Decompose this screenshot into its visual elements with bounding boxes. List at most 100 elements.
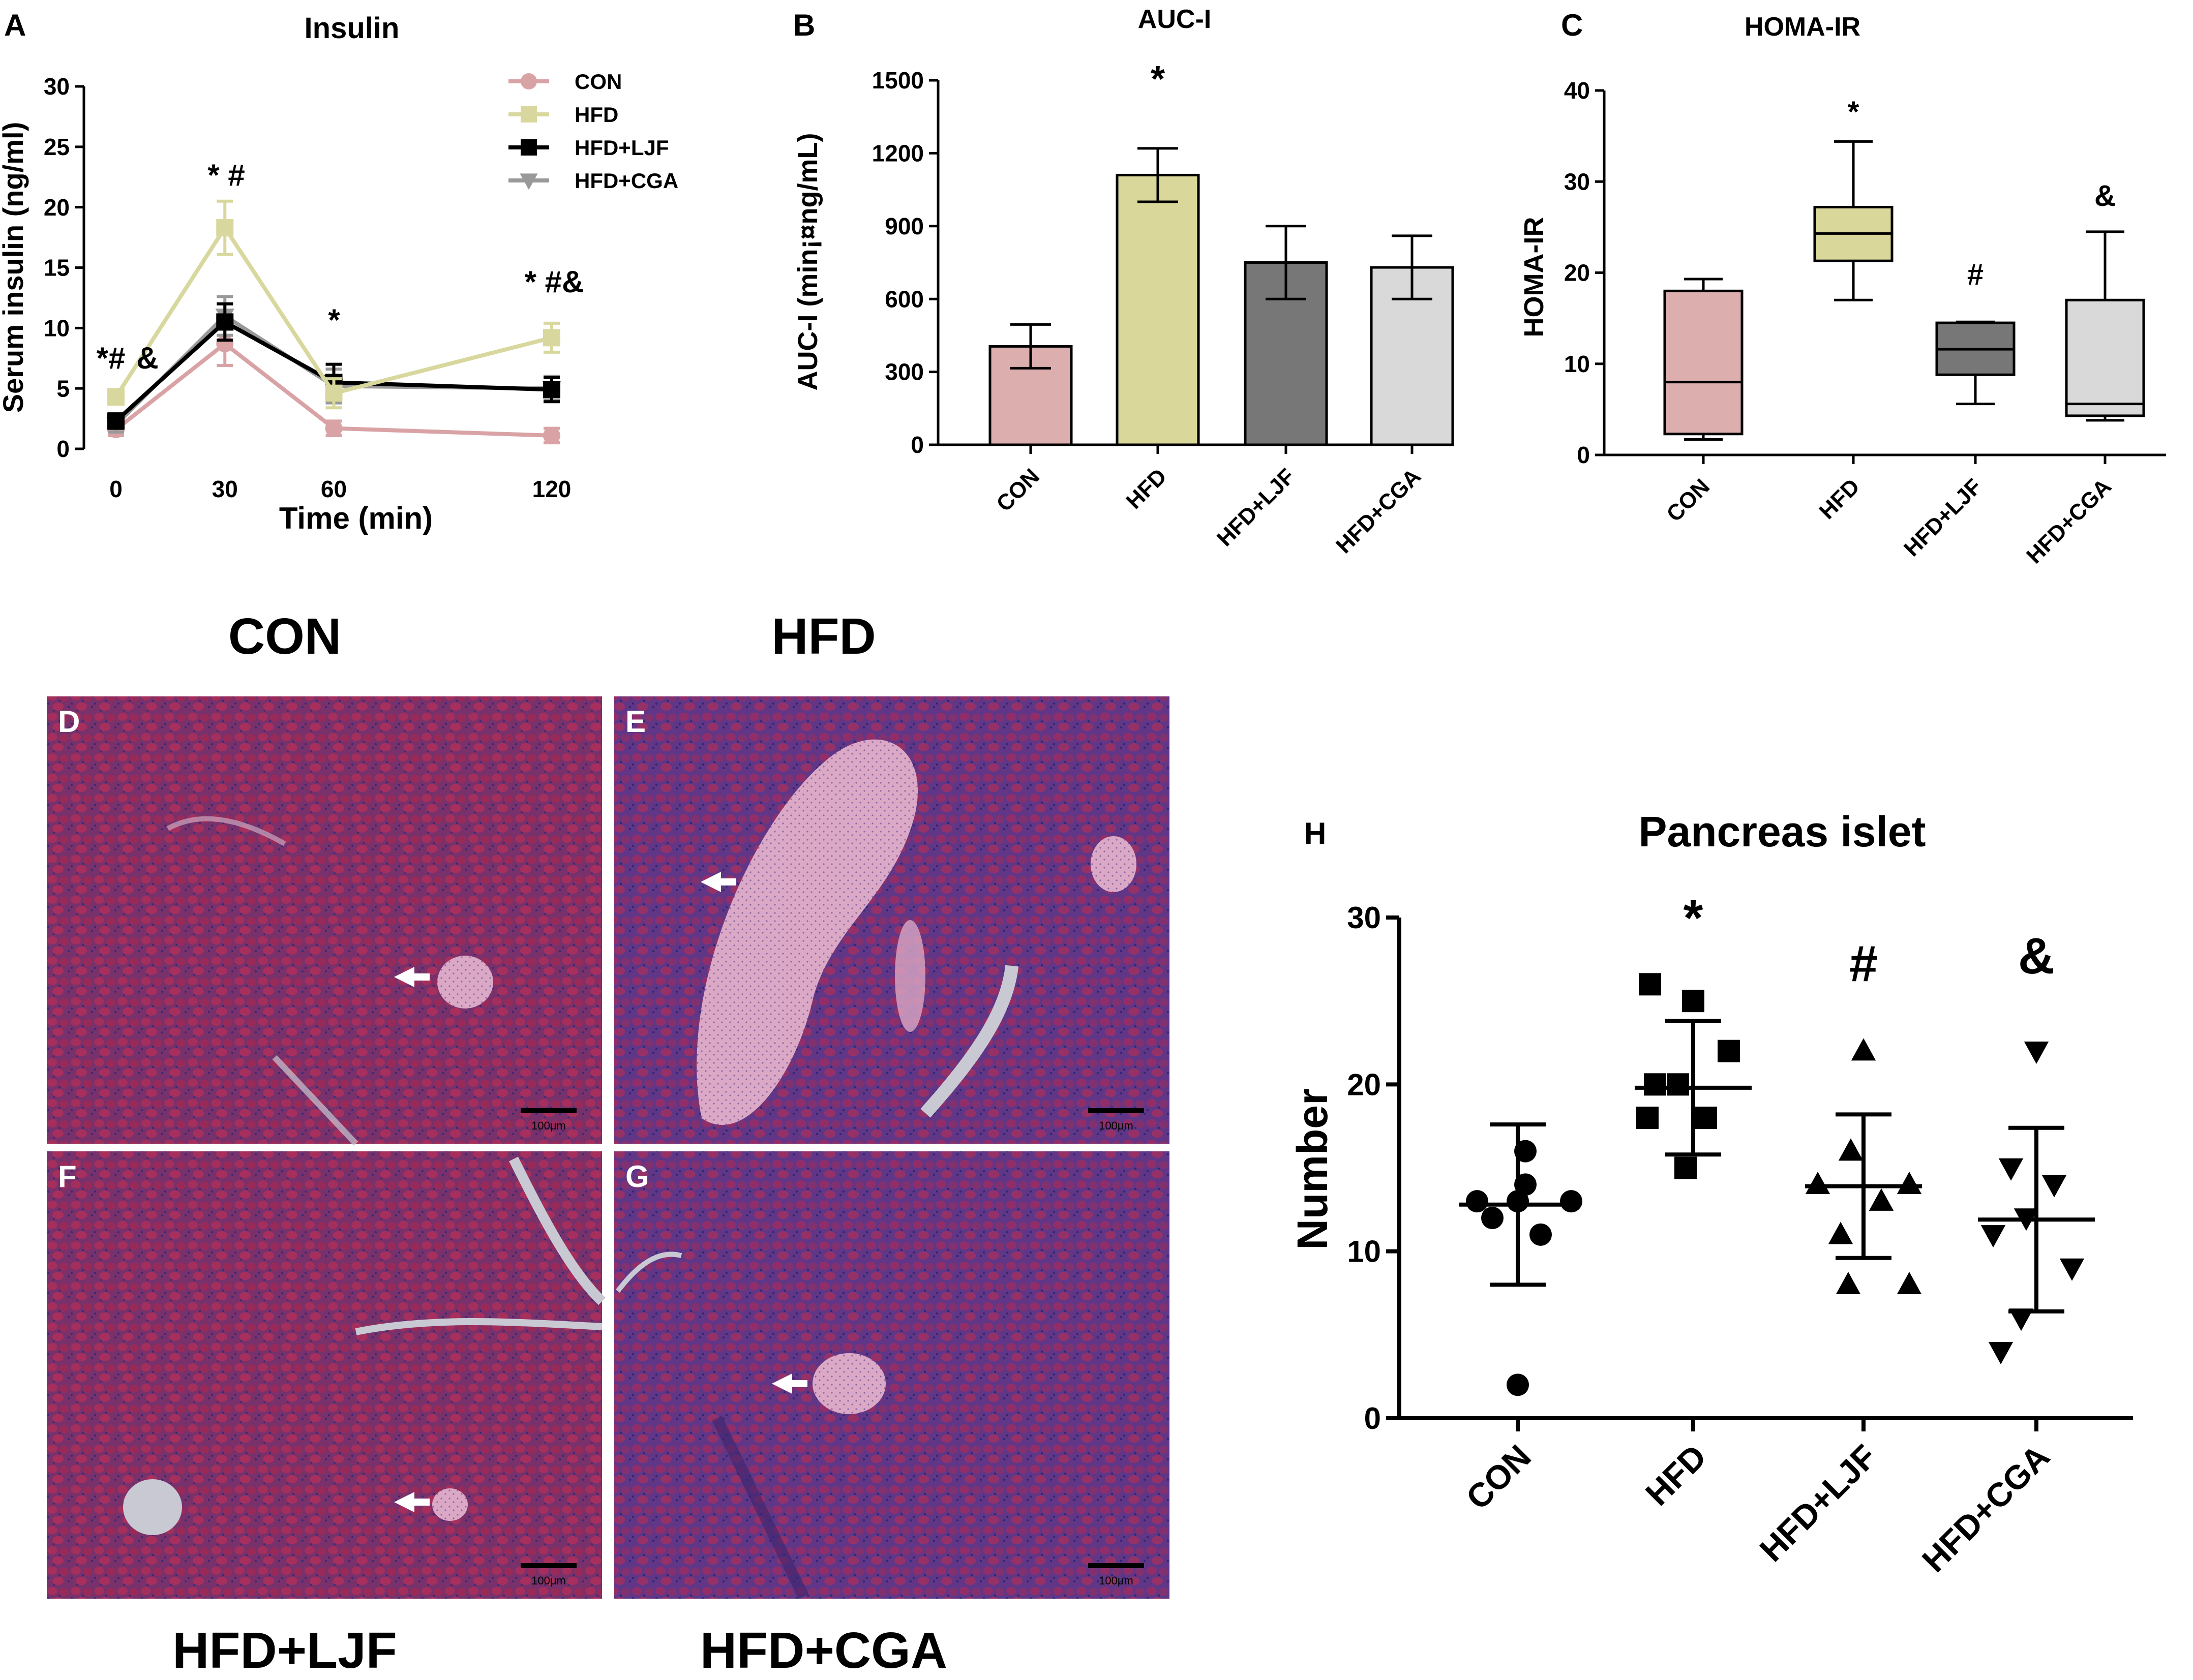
chart-h-annotation-HFD+LJF: # [1849,935,1878,992]
chart-h-point-HFD+LJF [1838,1138,1864,1161]
chart-b-x-tick-label-HFD+LJF: HFD+LJF [1212,464,1300,551]
chart-a-x-tick-label: 60 [321,476,347,502]
chart-a-series-HFD-point [216,219,234,237]
chart-h-point-CON [1560,1190,1582,1213]
chart-a-legend-CON-marker [521,73,537,89]
chart-a-legend-HFD+LJF-label: HFD+LJF [575,136,669,160]
chart-h-point-HFD [1674,1156,1697,1179]
chart-h-x-tick-label-HFD+CGA: HFD+CGA [1915,1438,2057,1579]
histology-D-tissue [47,696,602,1144]
chart-h-point-HFD [1718,1040,1740,1062]
histology-F-scalebar-label: 100μm [531,1574,566,1587]
chart-h-x-tick-label-CON: CON [1459,1438,1538,1517]
histology-D-label: D [58,705,80,739]
chart-a-title: Insulin [305,12,400,45]
chart-a-annotation-3: * #& [525,265,584,299]
histology-E-islet-small [1091,836,1136,892]
chart-b-x-tick-label-HFD: HFD [1121,464,1171,514]
chart-h-x-tick-label-HFD: HFD [1638,1438,1714,1513]
chart-a-y-axis-tick-label: 0 [56,436,70,462]
chart-c-y-axis-tick-label: 40 [1564,77,1590,104]
chart-h-point-HFD+LJF [1897,1272,1922,1295]
chart-c-x-tick-label-CON: CON [1662,474,1715,527]
chart-a-annotation-0b: & [136,341,158,375]
chart-h-point-HFD+CGA [1988,1341,2014,1364]
chart-h-y-axis-tick-label: 30 [1347,901,1381,935]
histology-E-islet [697,739,918,1125]
chart-c-title: HOMA-IR [1745,12,1860,42]
histology-F-label: F [58,1159,77,1194]
chart-a-x-tick-label: 120 [532,476,572,502]
chart-h-point-HFD [1639,973,1661,996]
chart-h-point-HFD [1682,990,1704,1013]
histology-D-arrow-icon [414,973,430,981]
chart-b-y-label: AUC-I (min¡¤ng/mL) [793,133,823,391]
histology-D-scalebar [521,1108,577,1113]
chart-h-y-label: Number [1288,1088,1336,1249]
histology-D-shade [47,696,602,1144]
chart-c-x-tick-label-HFD+LJF: HFD+LJF [1899,474,1987,561]
histology-panel-F: F 100μm [47,1151,606,1599]
photo-title-con: CON [228,608,342,665]
chart-h-annotation-HFD: * [1684,890,1703,946]
chart-a-y-axis-tick-label: 30 [44,73,70,100]
chart-h-point-CON [1507,1373,1529,1396]
chart-b-title: AUC-I [1138,5,1211,34]
chart-h-point-HFD+LJF [1851,1038,1876,1061]
chart-h-point-CON [1529,1223,1552,1246]
histology-F-vessel [509,1156,606,1305]
chart-a-series-HFD-point [543,329,560,347]
photo-layer: D 100μm E 100μm F 100μm G 100μm [47,696,1169,1599]
chart-b-y-axis-tick-label: 0 [911,432,924,458]
chart-b-y-axis-tick-label: 1200 [872,140,924,167]
chart-h-point-HFD [1644,1073,1666,1096]
histology-G-tissue [614,1151,1169,1599]
histology-D-islet [437,956,493,1009]
histology-E-arrow-icon [721,878,736,885]
chart-a-y-axis-tick-label: 10 [44,315,70,341]
panel-label-h: H [1304,816,1326,850]
histology-panel-D: D 100μm [47,696,602,1146]
histology-D-scalebar-label: 100μm [531,1119,566,1132]
histology-G-arrow-icon [792,1380,807,1387]
chart-c-box-HFD+CGA [2065,298,2145,417]
chart-h-point-HFD+LJF [1805,1172,1830,1195]
chart-a-legend-HFD+CGA-label: HFD+CGA [575,169,678,193]
chart-h-y-axis-tick-label: 20 [1347,1067,1381,1102]
chart-a-x-tick-label: 30 [212,476,238,502]
chart-c-y-axis-tick-label: 10 [1564,351,1590,377]
histology-G-islet [813,1353,886,1414]
chart-b-y-axis-tick-label: 1500 [872,67,924,94]
chart-a-legend-HFD+LJF-marker [521,139,537,156]
chart-a-y-axis-tick-label: 5 [56,375,70,402]
chart-c-x-tick-label-HFD+CGA: HFD+CGA [2022,474,2116,568]
chart-c-y-axis-tick-label: 30 [1564,168,1590,195]
chart-c-annotation-HFD: * [1848,96,1859,129]
histology-panel-E: E 100μm [614,696,1169,1144]
panel-label-b: B [793,8,815,42]
chart-b-x-tick-label-HFD+CGA: HFD+CGA [1331,464,1426,558]
chart-a-legend-HFD-marker [521,106,537,123]
chart-c-y-axis-tick-label: 0 [1577,442,1590,468]
chart-a-series-HFD+LJF-point [543,381,560,399]
photo-title-ljf: HFD+LJF [172,1622,397,1679]
chart-a-series-CON-point [325,419,343,437]
chart-a-y-label: Serum insulin (ng/ml) [0,122,29,413]
chart-a-x-label: Time (min) [279,501,433,535]
histology-E-scalebar-label: 100μm [1099,1119,1133,1132]
chart-a-annotation-1: * # [207,158,245,192]
chart-a-series-HFD+LJF-point [216,313,234,331]
histology-F-vessel [355,1318,603,1335]
chart-h-point-CON [1481,1207,1504,1229]
histology-F-arrow-icon [394,1492,414,1512]
histology-G-shade [614,1151,1169,1599]
histology-G-arrow-icon [772,1373,792,1394]
histology-E-label: E [625,705,646,739]
chart-c-annotation-HFD+CGA: & [2094,179,2116,212]
histology-F-scalebar [521,1563,577,1568]
chart-c-y-axis-tick-label: 20 [1564,260,1590,286]
panel-label-a: A [4,8,26,42]
histology-F-arrow-icon [414,1499,430,1506]
photo-title-cga: HFD+CGA [700,1622,948,1679]
